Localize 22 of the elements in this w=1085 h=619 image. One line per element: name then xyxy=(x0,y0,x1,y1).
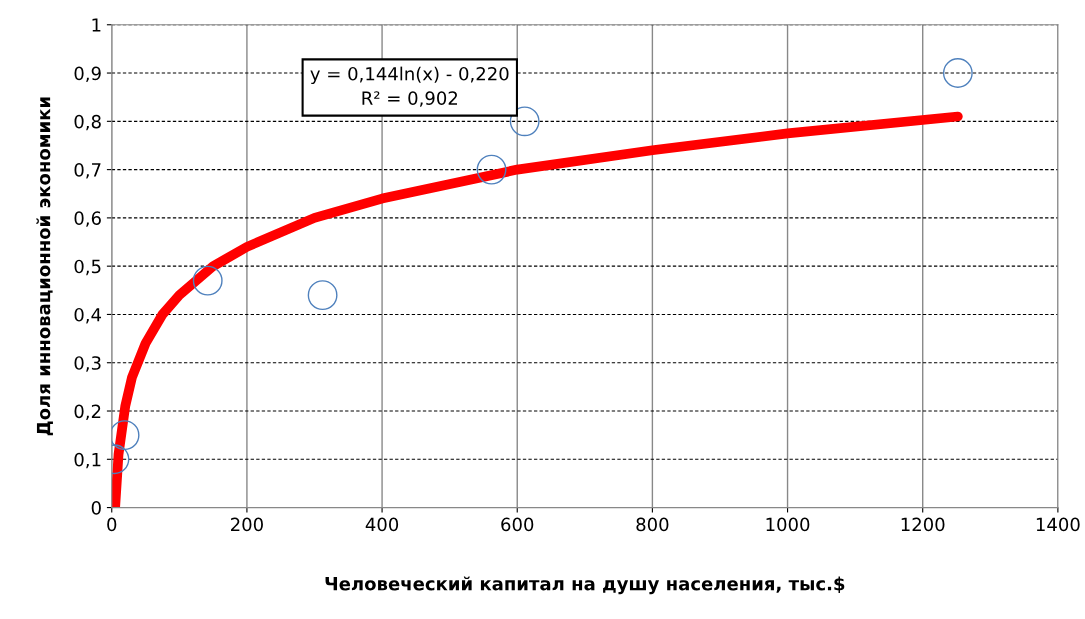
y-tick-label: 0,1 xyxy=(74,452,101,469)
x-tick-label: 1400 xyxy=(1036,517,1080,532)
y-tick-label: 0,7 xyxy=(74,163,101,179)
x-tick-label: 400 xyxy=(365,517,399,532)
x-tick-label: 0 xyxy=(107,517,117,532)
y-tick-label: 0,3 xyxy=(74,356,101,372)
y-tick-label: 0,2 xyxy=(74,404,101,420)
y-tick-label: 1 xyxy=(92,18,101,32)
x-tick-label: 800 xyxy=(636,517,669,532)
y-tick-label: 0,6 xyxy=(74,211,101,227)
y-tick-label: 0,4 xyxy=(74,307,102,324)
y-axis-title: Доля инновационной экономики xyxy=(36,97,53,436)
x-tick-label: 200 xyxy=(231,517,263,532)
annotation: y = 0,144ln(x) - 0,220 R² = 0,902 xyxy=(310,66,509,107)
x-tick-label: 600 xyxy=(501,517,534,532)
y-tick-label: 0,9 xyxy=(74,66,101,82)
x-tick-label: 1000 xyxy=(766,517,810,532)
y-tick-label: 0,8 xyxy=(74,114,101,131)
y-tick-label: 0 xyxy=(91,501,101,515)
y-tick-label: 0,5 xyxy=(74,259,101,276)
x-axis-title: Человеческий капитал на душу населения, тыс.$ xyxy=(325,576,845,595)
x-tick-label: 1200 xyxy=(901,517,945,532)
